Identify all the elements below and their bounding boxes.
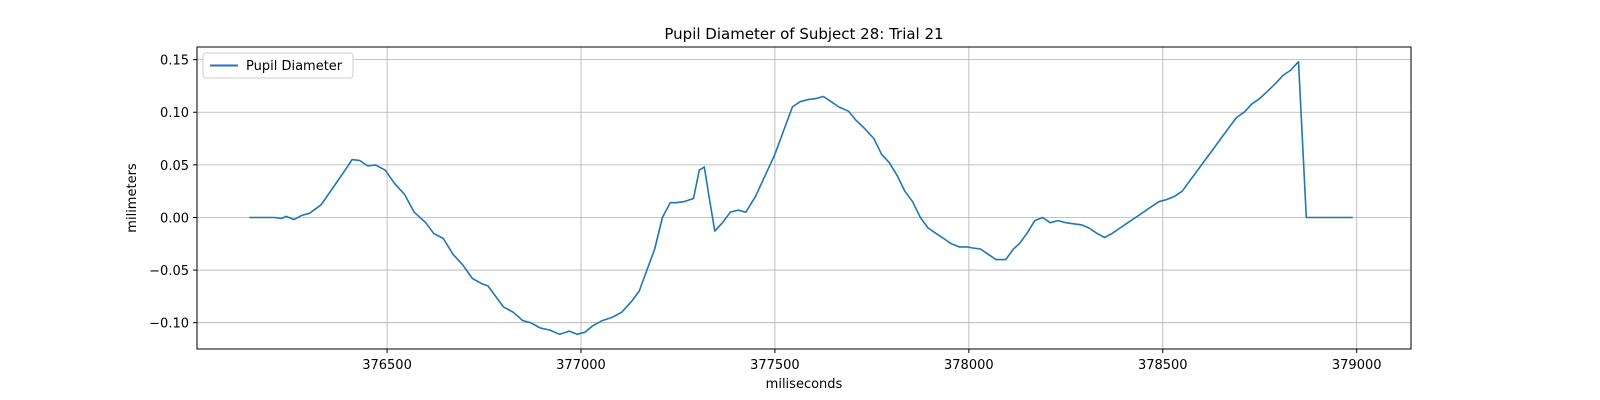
- x-axis-label: miliseconds: [766, 377, 843, 392]
- y-axis-ticks: −0.10 −0.05 0.00 0.05 0.10 0.15: [149, 54, 197, 332]
- y-tick-label: −0.05: [149, 264, 189, 279]
- legend-label-pupil-diameter: Pupil Diameter: [246, 59, 343, 74]
- legend: Pupil Diameter: [202, 52, 354, 79]
- x-axis-ticks: 376500 377000 377500 378000 378500 379000: [362, 349, 1382, 373]
- legend-box: [202, 52, 354, 79]
- y-tick-label: 0.00: [160, 211, 189, 226]
- y-tick-label: 0.05: [160, 159, 189, 174]
- x-tick-label: 378000: [944, 358, 994, 373]
- x-tick-label: 378500: [1138, 358, 1188, 373]
- x-tick-label: 377500: [750, 358, 800, 373]
- chart-title: Pupil Diameter of Subject 28: Trial 21: [664, 25, 943, 43]
- x-tick-label: 379000: [1332, 358, 1382, 373]
- y-tick-label: 0.10: [160, 106, 189, 121]
- grid: [197, 47, 1411, 349]
- series-line-pupil-diameter: [249, 60, 1353, 336]
- x-tick-label: 376500: [362, 358, 412, 373]
- y-tick-label: −0.10: [149, 317, 189, 332]
- axes-frame: [196, 46, 1412, 350]
- x-tick-label: 377000: [556, 358, 606, 373]
- y-tick-label: 0.15: [160, 54, 189, 69]
- y-axis-label: milimeters: [125, 163, 140, 233]
